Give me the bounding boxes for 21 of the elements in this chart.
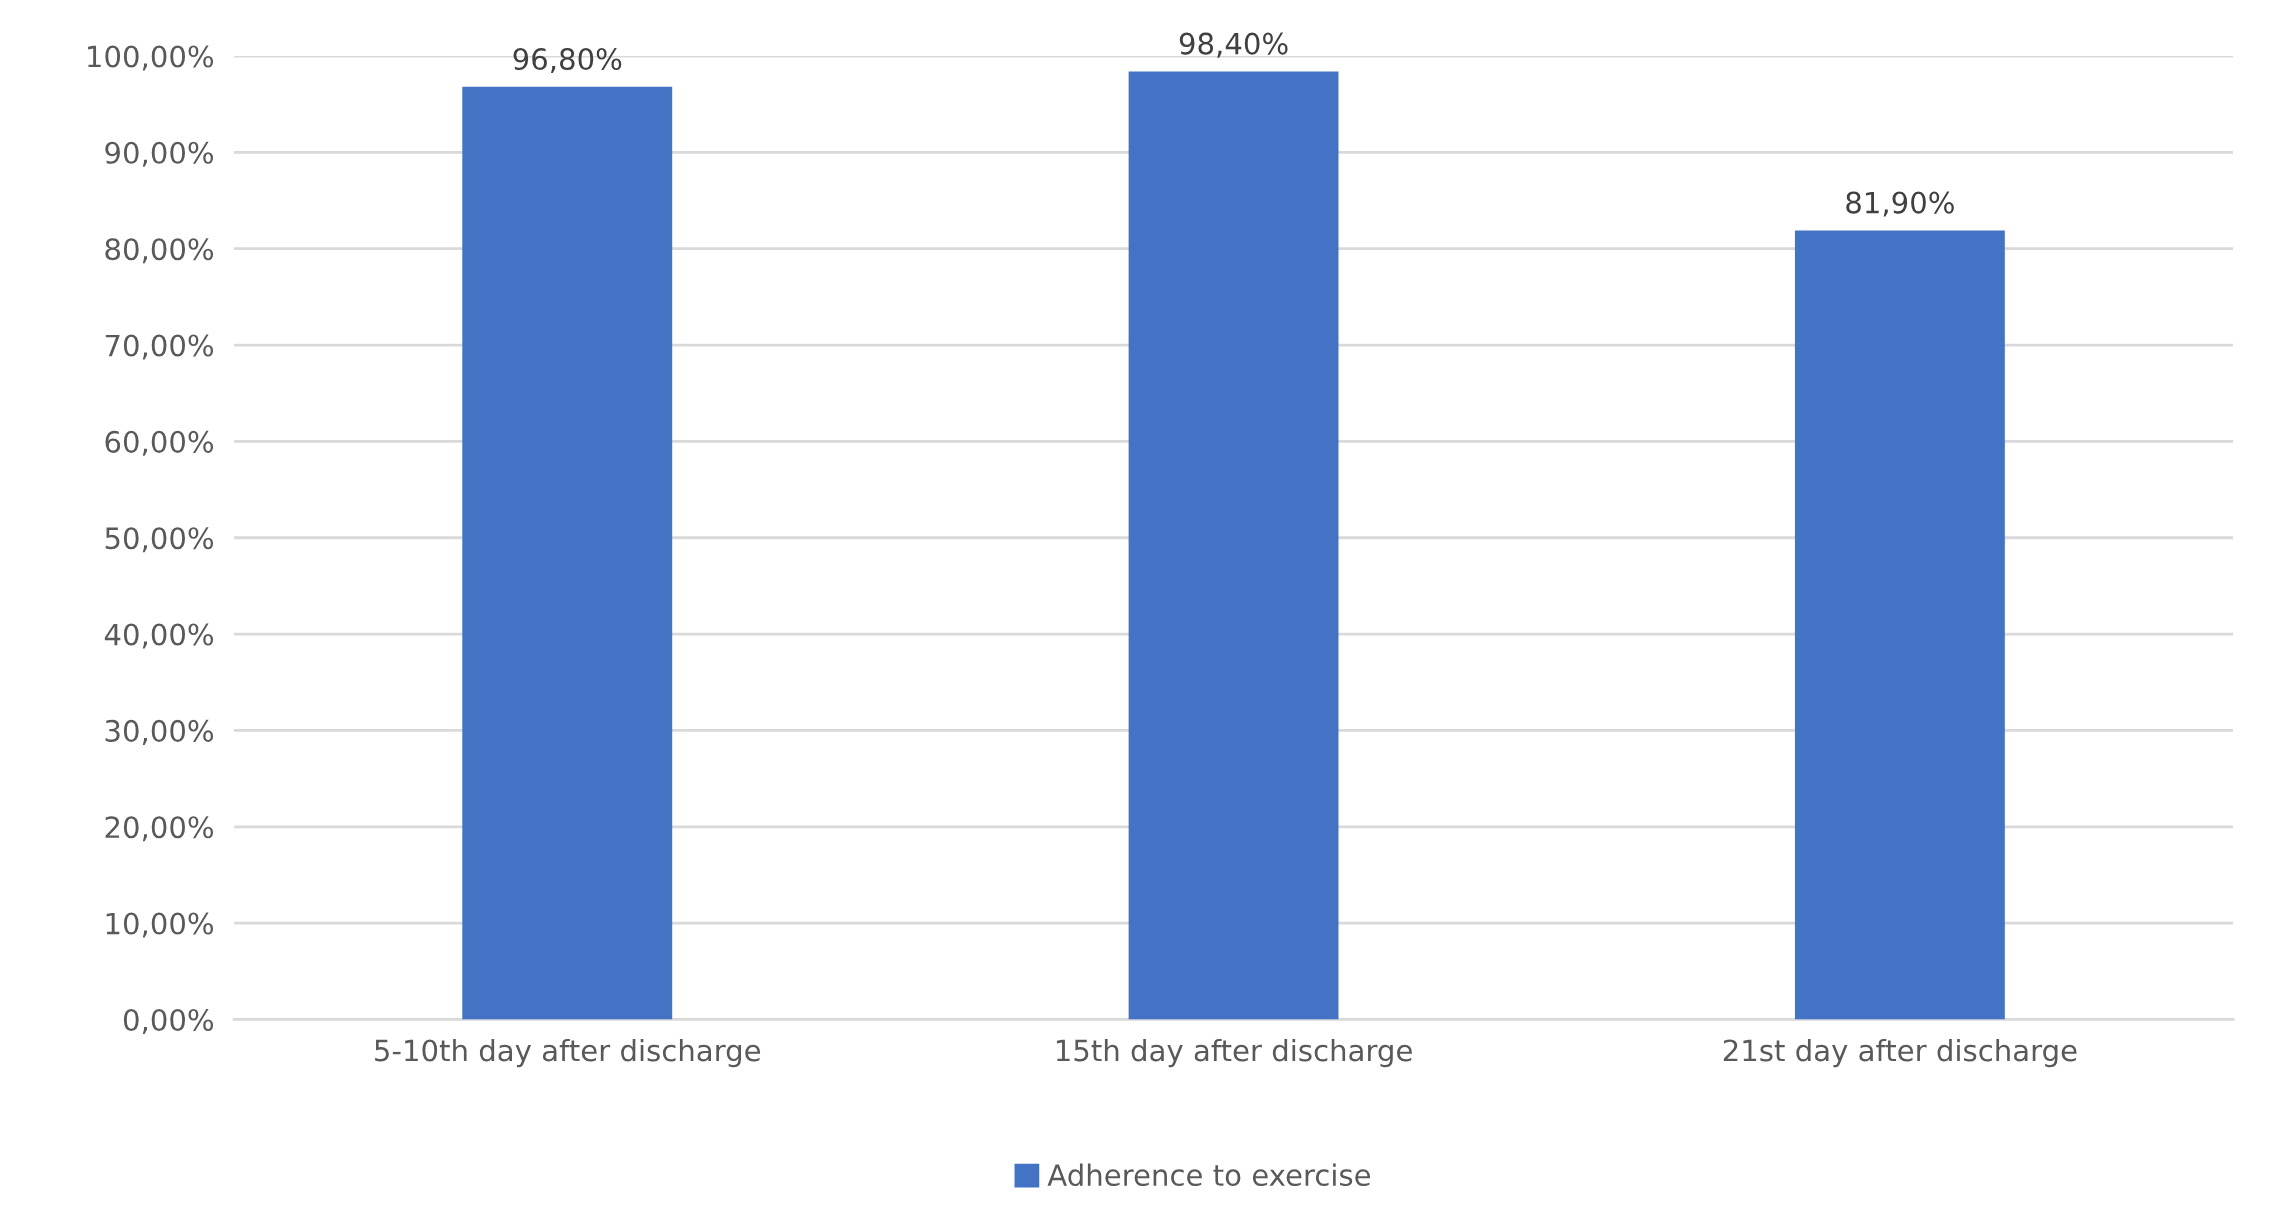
legend-label: Adherence to exercise [1047,1163,1371,1187]
y-tick-label: 40,00% [104,623,214,649]
y-tick-label: 90,00% [105,141,214,167]
x-tick-label: 15th day after discharge [1056,1038,1412,1068]
y-tick-label: 20,00% [105,816,214,842]
data-label: 98,40% [1179,32,1288,58]
y-tick-label: 0,00% [123,1008,214,1034]
bar [1794,230,2005,1020]
bar [462,86,673,1020]
y-tick-label: 30,00% [105,719,214,745]
data-label: 81,90% [1846,191,1954,217]
y-tick-label: 10,00% [106,912,214,938]
y-tick-label: 70,00% [105,334,214,360]
data-label: 96,80% [513,48,622,74]
x-tick-label: 5-10th day after discharge [375,1038,761,1068]
y-tick-label: 50,00% [105,527,214,553]
y-tick-label: 60,00% [105,430,214,456]
x-tick-label: 21st day after discharge [1723,1038,2077,1068]
y-tick-label: 80,00% [105,238,214,264]
bar [1128,71,1339,1020]
y-tick-label: 100,00% [88,45,214,71]
